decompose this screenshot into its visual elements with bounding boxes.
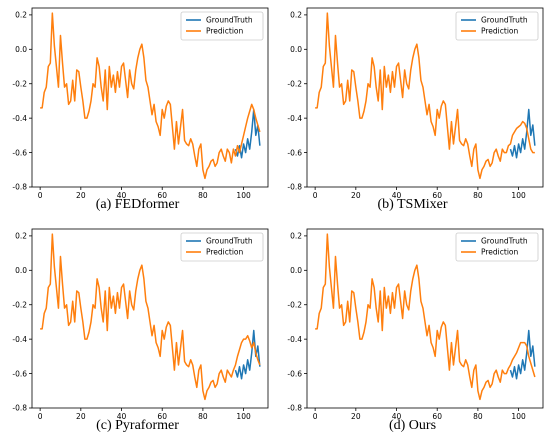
x-tick-label: 80 [198, 191, 208, 200]
y-tick-label: 0.0 [15, 266, 27, 275]
legend-label-prediction: Prediction [206, 27, 244, 36]
legend-b: GroundTruth Prediction [455, 11, 539, 41]
x-tick-label: 100 [511, 191, 526, 200]
y-tick-label: -0.4 [12, 114, 27, 123]
legend-box [180, 11, 264, 41]
series-line-prediction-a [40, 12, 261, 180]
series-line-prediction-d [315, 233, 536, 401]
x-tick-label: 40 [117, 412, 127, 421]
y-tick-label: -0.4 [287, 114, 302, 123]
y-tick-label: -0.8 [12, 404, 27, 413]
legend-a: GroundTruth Prediction [180, 11, 264, 41]
legend-box [455, 11, 539, 41]
y-tick-label: -0.6 [287, 369, 302, 378]
chart-panel-b: 0 20 40 60 80 100 -0.8 -0.6 -0.4 -0.2 0.0 0.2 Ground… [275, 0, 550, 220]
legend-d: GroundTruth Prediction [455, 232, 539, 262]
legend-label-groundtruth: GroundTruth [481, 237, 528, 246]
series-line-groundtruth-c [234, 329, 261, 380]
y-tick-label: -0.8 [12, 183, 27, 192]
series-line-groundtruth-d [509, 329, 536, 380]
chart-panel-c: 0 20 40 60 80 100 -0.8 -0.6 -0.4 -0.2 0.0 0.2 Ground… [0, 221, 275, 441]
x-tick-label: 0 [313, 412, 318, 421]
y-tick-label: -0.2 [287, 300, 302, 309]
chart-panel-a: 0 20 40 60 80 100 -0.8 -0.6 -0.4 -0.2 0.0 0.2 Ground… [0, 0, 275, 220]
x-tick-label: 100 [236, 191, 251, 200]
legend-label-groundtruth: GroundTruth [206, 16, 253, 25]
caption-d: (d) Ours [388, 418, 437, 433]
y-tick-label: -0.6 [12, 369, 27, 378]
y-tick-label: 0.2 [290, 11, 302, 20]
legend-c: GroundTruth Prediction [180, 232, 264, 262]
y-tick-label: 0.0 [15, 45, 27, 54]
legend-label-groundtruth: GroundTruth [206, 237, 253, 246]
chart-panel-d: 0 20 40 60 80 100 -0.8 -0.6 -0.4 -0.2 0.0 0.2 Ground… [275, 221, 550, 441]
y-tick-label: -0.2 [12, 300, 27, 309]
x-tick-label: 60 [157, 191, 167, 200]
chart-c: 0 20 40 60 80 100 -0.8 -0.6 -0.4 -0.2 0.0 0.2 Ground… [12, 228, 269, 421]
axes-frame-a [31, 7, 269, 188]
y-tick-label: -0.2 [12, 79, 27, 88]
legend-box [455, 232, 539, 262]
x-tick-label: 0 [38, 412, 43, 421]
series-line-groundtruth-a [234, 108, 261, 159]
x-tick-label: 100 [511, 412, 526, 421]
x-tick-label: 20 [351, 191, 361, 200]
y-tick-label: -0.4 [287, 335, 302, 344]
axes-frame-d [306, 228, 544, 409]
x-tick-label: 80 [473, 412, 483, 421]
axes-frame-b [306, 7, 544, 188]
x-tick-label: 0 [38, 191, 43, 200]
caption-b: (b) TSMixer [377, 197, 448, 212]
x-tick-label: 20 [76, 191, 86, 200]
legend-label-prediction: Prediction [481, 248, 519, 257]
y-tick-label: -0.6 [287, 148, 302, 157]
chart-b: 0 20 40 60 80 100 -0.8 -0.6 -0.4 -0.2 0.0 0.2 Ground… [287, 7, 544, 200]
legend-label-groundtruth: GroundTruth [481, 16, 528, 25]
series-line-prediction-b [315, 12, 535, 180]
x-tick-label: 40 [117, 191, 127, 200]
x-tick-label: 60 [432, 412, 442, 421]
series-line-groundtruth-b [509, 108, 536, 159]
caption-c: (c) Pyraformer [96, 418, 179, 433]
x-tick-label: 100 [236, 412, 251, 421]
x-tick-label: 80 [198, 412, 208, 421]
x-tick-label: 20 [76, 412, 86, 421]
y-tick-label: 0.0 [290, 266, 302, 275]
x-tick-label: 60 [157, 412, 167, 421]
legend-label-prediction: Prediction [481, 27, 519, 36]
x-tick-label: 0 [313, 191, 318, 200]
x-tick-label: 80 [473, 191, 483, 200]
y-tick-label: 0.2 [290, 232, 302, 241]
legend-box [180, 232, 264, 262]
caption-a: (a) FEDformer [95, 197, 180, 212]
y-tick-label: 0.2 [15, 232, 27, 241]
y-tick-label: -0.8 [287, 404, 302, 413]
x-tick-label: 60 [432, 191, 442, 200]
chart-d: 0 20 40 60 80 100 -0.8 -0.6 -0.4 -0.2 0.0 0.2 Ground… [287, 228, 544, 421]
y-tick-label: -0.6 [12, 148, 27, 157]
y-tick-label: -0.4 [12, 335, 27, 344]
chart-a: 0 20 40 60 80 100 -0.8 -0.6 -0.4 -0.2 0.0 0.2 Ground… [12, 7, 269, 200]
legend-label-prediction: Prediction [206, 248, 244, 257]
series-line-prediction-c [40, 233, 261, 401]
y-tick-label: -0.8 [287, 183, 302, 192]
x-tick-label: 20 [351, 412, 361, 421]
x-tick-label: 40 [392, 191, 402, 200]
x-tick-label: 40 [392, 412, 402, 421]
axes-frame-c [31, 228, 269, 409]
y-tick-label: 0.0 [290, 45, 302, 54]
y-tick-label: -0.2 [287, 79, 302, 88]
y-tick-label: 0.2 [15, 11, 27, 20]
